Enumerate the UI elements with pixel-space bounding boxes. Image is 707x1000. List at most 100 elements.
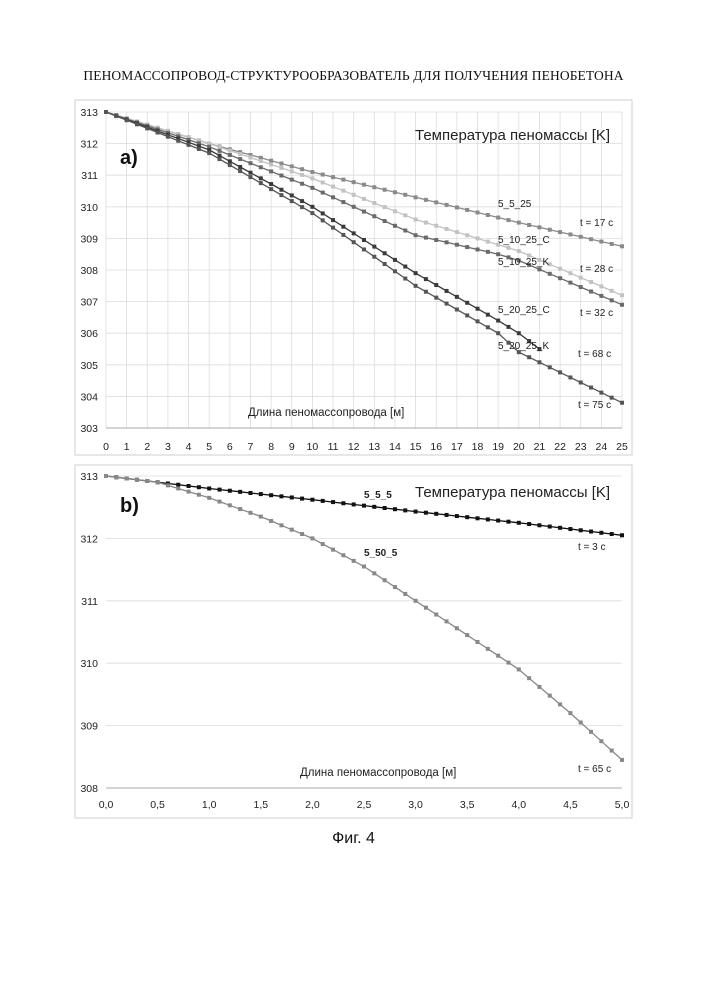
time-label: t = 65 c	[578, 764, 611, 775]
data-point	[568, 271, 572, 275]
data-point	[434, 283, 438, 287]
x-tick-label: 9	[289, 441, 295, 453]
x-tick-label: 1	[124, 441, 130, 453]
y-tick-label: 312	[80, 139, 98, 151]
data-point	[414, 217, 418, 221]
data-point	[341, 225, 345, 229]
data-point	[558, 526, 562, 530]
data-point	[403, 265, 407, 269]
data-point	[300, 205, 304, 209]
data-point	[568, 375, 572, 379]
data-point	[599, 240, 603, 244]
data-point	[476, 307, 480, 311]
data-point	[259, 165, 263, 169]
data-point	[290, 193, 294, 197]
data-point	[568, 232, 572, 236]
data-point	[331, 195, 335, 199]
data-point	[455, 626, 459, 630]
data-point	[383, 205, 387, 209]
data-point	[207, 486, 211, 490]
data-point	[259, 176, 263, 180]
data-point	[445, 302, 449, 306]
data-point	[372, 201, 376, 205]
data-point	[486, 240, 490, 244]
x-tick-label: 23	[575, 441, 587, 453]
data-point	[238, 490, 242, 494]
series-label: 5_5_5	[364, 490, 392, 501]
x-tick-label: 1,0	[202, 799, 217, 811]
data-point	[610, 289, 614, 293]
x-tick-label: 25	[616, 441, 628, 453]
data-point	[321, 218, 325, 222]
data-point	[434, 613, 438, 617]
data-point	[589, 386, 593, 390]
data-point	[197, 485, 201, 489]
y-tick-label: 310	[80, 202, 98, 214]
y-tick-label: 313	[80, 107, 98, 119]
data-point	[218, 488, 222, 492]
data-point	[248, 156, 252, 160]
data-point	[579, 235, 583, 239]
data-point	[145, 479, 149, 483]
data-point	[331, 226, 335, 230]
data-point	[496, 654, 500, 658]
data-point	[403, 592, 407, 596]
data-point	[290, 178, 294, 182]
data-point	[269, 169, 273, 173]
data-point	[527, 355, 531, 359]
x-tick-label: 15	[410, 441, 422, 453]
data-point	[156, 480, 160, 484]
data-point	[610, 298, 614, 302]
data-point	[341, 200, 345, 204]
x-tick-label: 12	[348, 441, 360, 453]
data-point	[403, 193, 407, 197]
data-point	[383, 188, 387, 192]
data-point	[476, 319, 480, 323]
data-point	[341, 189, 345, 193]
data-point	[445, 513, 449, 517]
chart-b: 0,00,51,01,52,02,53,03,54,04,55,03083093…	[75, 465, 632, 818]
data-point	[558, 267, 562, 271]
data-point	[259, 159, 263, 163]
y-tick-label: 312	[80, 533, 98, 545]
data-point	[135, 122, 139, 126]
data-point	[259, 492, 263, 496]
data-point	[383, 578, 387, 582]
data-point	[434, 296, 438, 300]
data-point	[352, 205, 356, 209]
data-point	[362, 564, 366, 568]
y-tick-label: 311	[81, 596, 98, 608]
panel-label: b)	[120, 495, 139, 517]
data-point	[228, 159, 232, 163]
data-point	[506, 661, 510, 665]
x-tick-label: 8	[268, 441, 274, 453]
x-tick-label: 2,0	[305, 799, 320, 811]
data-point	[486, 213, 490, 217]
data-point	[496, 519, 500, 523]
data-point	[434, 224, 438, 228]
x-tick-label: 21	[534, 441, 546, 453]
data-point	[279, 166, 283, 170]
time-label: t = 75 c	[578, 400, 611, 411]
x-tick-label: 22	[554, 441, 566, 453]
data-point	[537, 523, 541, 527]
data-point	[300, 497, 304, 501]
data-point	[228, 489, 232, 493]
data-point	[218, 500, 222, 504]
data-point	[496, 331, 500, 335]
data-point	[362, 238, 366, 242]
data-point	[321, 499, 325, 503]
data-point	[424, 290, 428, 294]
data-point	[403, 229, 407, 233]
data-point	[218, 157, 222, 161]
data-point	[166, 483, 170, 487]
data-point	[403, 213, 407, 217]
data-point	[496, 216, 500, 220]
data-point	[352, 180, 356, 184]
data-point	[610, 532, 614, 536]
series-label: 5_5_25	[498, 199, 532, 210]
data-point	[579, 276, 583, 280]
y-tick-label: 313	[80, 471, 98, 483]
data-point	[207, 151, 211, 155]
x-tick-label: 0,0	[99, 799, 114, 811]
